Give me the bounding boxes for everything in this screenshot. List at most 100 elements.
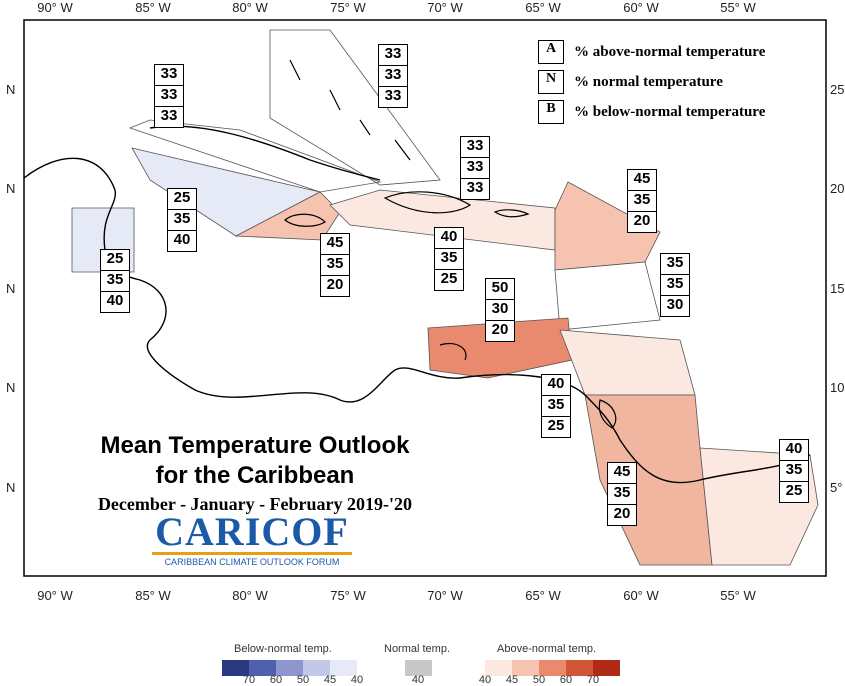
legend-row-normal: N % normal temperature xyxy=(538,70,765,94)
colorbar-below-swatch xyxy=(222,660,249,676)
coastline-abc xyxy=(439,342,467,361)
prob-box-guyana: 45 35 20 xyxy=(607,462,637,526)
prob-below: 40 xyxy=(106,292,124,309)
prob-above: 50 xyxy=(486,279,514,300)
colorbar-below-tick: 40 xyxy=(350,674,364,686)
colorbar-below-swatch xyxy=(249,660,276,676)
legend-row-above: A % above-normal temperature xyxy=(538,40,765,64)
lon-tick-top: 85° W xyxy=(135,0,171,15)
prob-box-hispaniola: 40 35 25 xyxy=(434,227,464,291)
prob-normal: 35 xyxy=(101,271,129,292)
colorbar-normal-swatch xyxy=(405,660,432,676)
legend-key-n: N xyxy=(538,70,564,94)
colorbar-below-swatch xyxy=(330,660,357,676)
region-bahamas xyxy=(269,29,441,186)
prob-below: 20 xyxy=(613,505,631,522)
lat-tick-right: 25 xyxy=(830,82,845,97)
lon-tick-bottom: 80° W xyxy=(232,588,268,603)
lon-tick-top: 65° W xyxy=(525,0,561,15)
prob-box-trinidad-tobago: 40 35 25 xyxy=(541,374,571,438)
legend-key-a: A xyxy=(538,40,564,64)
colorbar-normal-tick: 40 xyxy=(411,674,425,686)
prob-normal: 35 xyxy=(542,396,570,417)
prob-above: 45 xyxy=(628,170,656,191)
colorbar-below-tick: 70 xyxy=(242,674,256,686)
prob-above: 33 xyxy=(461,137,489,158)
coastline-jamaica xyxy=(284,213,326,227)
lat-tick-right: 10 xyxy=(830,380,845,395)
colorbar-below-tick: 50 xyxy=(296,674,310,686)
prob-below: 25 xyxy=(785,482,803,499)
legend-text-below: % below-normal temperature xyxy=(574,103,766,120)
prob-below: 20 xyxy=(326,276,344,293)
lon-tick-top: 75° W xyxy=(330,0,366,15)
prob-above: 40 xyxy=(542,375,570,396)
prob-normal: 35 xyxy=(321,255,349,276)
prob-above: 33 xyxy=(155,65,183,86)
legend: A % above-normal temperature N % normal … xyxy=(538,40,765,130)
coastline-trinidad xyxy=(598,399,617,429)
legend-text-normal: % normal temperature xyxy=(574,73,723,90)
prob-normal: 35 xyxy=(780,461,808,482)
coastline-hispaniola xyxy=(383,191,472,214)
prob-box-northwest-caribbean: 33 33 33 xyxy=(154,64,184,128)
lat-tick-right: 5° xyxy=(830,480,843,495)
prob-below: 33 xyxy=(384,87,402,104)
prob-normal: 35 xyxy=(608,484,636,505)
prob-above: 40 xyxy=(780,440,808,461)
colorbar-above-swatch xyxy=(539,660,566,676)
lon-tick-top: 60° W xyxy=(623,0,659,15)
prob-above: 40 xyxy=(435,228,463,249)
colorbar-normal-label: Normal temp. xyxy=(384,643,451,655)
prob-below: 25 xyxy=(440,270,458,287)
prob-below: 20 xyxy=(491,321,509,338)
prob-above: 45 xyxy=(321,234,349,255)
caricof-logo: CARICOF CARIBBEAN CLIMATE OUTLOOK FORUM xyxy=(152,512,352,567)
colorbar-below-swatch xyxy=(303,660,330,676)
colorbar-above-swatch xyxy=(485,660,512,676)
prob-box-northern-leewards: 45 35 20 xyxy=(627,169,657,233)
prob-below: 30 xyxy=(666,296,684,313)
lon-tick-bottom: 60° W xyxy=(623,588,659,603)
prob-below: 40 xyxy=(173,231,191,248)
prob-normal: 30 xyxy=(486,300,514,321)
region-northwest xyxy=(128,119,382,193)
lon-tick-bottom: 85° W xyxy=(135,588,171,603)
colorbar-above-swatch xyxy=(566,660,593,676)
lat-tick-left: N xyxy=(6,82,16,97)
lon-tick-top: 55° W xyxy=(720,0,756,15)
colorbar-below-tick: 60 xyxy=(269,674,283,686)
prob-normal: 35 xyxy=(661,275,689,296)
map-title-line2: for the Caribbean xyxy=(155,462,355,489)
lat-tick-right: 15 xyxy=(830,281,845,296)
logo-tagline: CARIBBEAN CLIMATE OUTLOOK FORUM xyxy=(152,552,352,567)
prob-normal: 33 xyxy=(379,66,407,87)
colorbar-above-label: Above-normal temp. xyxy=(497,643,597,655)
prob-box-southern-windwards: 35 35 30 xyxy=(660,253,690,317)
lat-tick-left: N xyxy=(6,181,16,196)
colorbar-below-swatch xyxy=(276,660,303,676)
logo-brand: CARICOF xyxy=(155,509,349,554)
prob-above: 33 xyxy=(379,45,407,66)
prob-normal: 33 xyxy=(461,158,489,179)
lon-tick-bottom: 70° W xyxy=(427,588,463,603)
colorbar-below-label: Below-normal temp. xyxy=(234,643,332,655)
prob-below: 25 xyxy=(547,417,565,434)
coastline-puerto-rico xyxy=(493,209,530,218)
colorbar-above-tick: 40 xyxy=(478,674,492,686)
lat-tick-left: N xyxy=(6,281,16,296)
prob-box-bahamas: 33 33 33 xyxy=(378,44,408,108)
prob-box-french-guiana: 40 35 25 xyxy=(779,439,809,503)
prob-box-cuba: 25 35 40 xyxy=(167,188,197,252)
prob-above: 35 xyxy=(661,254,689,275)
prob-normal: 35 xyxy=(168,210,196,231)
colorbar-above-tick: 60 xyxy=(559,674,573,686)
legend-row-below: B % below-normal temperature xyxy=(538,100,765,124)
prob-normal: 35 xyxy=(435,249,463,270)
lat-tick-left: N xyxy=(6,480,16,495)
map-subtitle: December - January - February 2019-'20 xyxy=(97,494,413,514)
colorbar-above-tick: 50 xyxy=(532,674,546,686)
region-windwards xyxy=(554,261,661,331)
colorbar-above-tick: 45 xyxy=(505,674,519,686)
